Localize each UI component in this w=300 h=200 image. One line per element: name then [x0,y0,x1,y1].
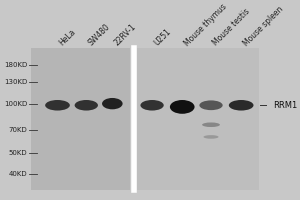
Ellipse shape [45,100,70,111]
Text: 100KD: 100KD [4,101,27,107]
Text: Mouse thymus: Mouse thymus [182,2,228,48]
Ellipse shape [202,122,220,127]
Text: 40KD: 40KD [9,171,27,177]
Text: U251: U251 [152,27,172,48]
Text: HeLa: HeLa [58,27,78,48]
Ellipse shape [203,135,219,139]
FancyBboxPatch shape [137,48,259,190]
Ellipse shape [75,100,98,111]
Text: 130KD: 130KD [4,79,27,85]
Text: Mouse spleen: Mouse spleen [241,4,285,48]
Text: 22RV-1: 22RV-1 [112,22,138,48]
Text: 50KD: 50KD [9,150,27,156]
Text: SW480: SW480 [86,22,112,48]
Text: RRM1: RRM1 [273,101,297,110]
Ellipse shape [200,100,223,110]
FancyBboxPatch shape [32,48,130,190]
Ellipse shape [102,98,123,109]
Ellipse shape [170,100,195,114]
Text: 70KD: 70KD [9,127,27,133]
Ellipse shape [140,100,164,111]
Text: 180KD: 180KD [4,62,27,68]
Text: Mouse testis: Mouse testis [211,7,251,48]
Ellipse shape [229,100,254,111]
